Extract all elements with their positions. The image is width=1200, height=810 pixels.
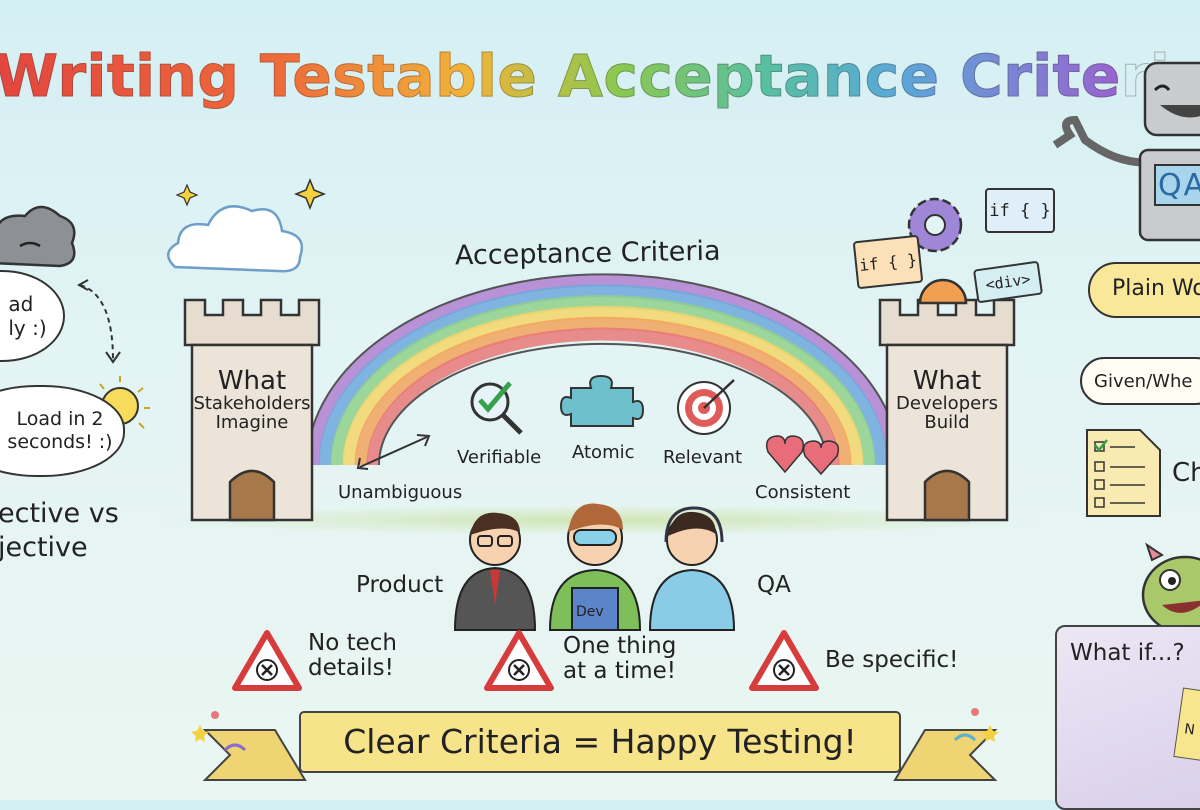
rainbow-band xyxy=(366,327,840,466)
rainbow-band xyxy=(354,316,852,466)
dream-cloud-icon xyxy=(167,177,327,273)
warning-1-line2: details! xyxy=(308,655,394,682)
warning-one-thing: One thing at a time! xyxy=(563,633,677,685)
left-tower-line1: What xyxy=(217,366,287,396)
rainbow-outline xyxy=(378,342,828,466)
quality-atomic: Atomic xyxy=(572,442,635,463)
bridge-label: Acceptance Criteria xyxy=(454,235,721,272)
storm-cloud-icon xyxy=(0,205,76,268)
quality-verifiable: Verifiable xyxy=(457,447,542,468)
qa-label: QA xyxy=(757,572,791,598)
monster-icon xyxy=(1141,542,1200,635)
dev-person xyxy=(548,503,642,631)
specific-text-line2: seconds! :) xyxy=(7,431,113,453)
right-tower-line2: Developers xyxy=(896,393,998,415)
given-when-pill: Given/Whe xyxy=(1080,357,1200,405)
left-tower-label: What Stakeholders Imagine xyxy=(182,366,322,434)
left-tower xyxy=(183,298,321,522)
product-label: Product xyxy=(356,572,444,598)
rainbow-band xyxy=(306,273,900,466)
right-tower xyxy=(878,298,1016,522)
team-illustration xyxy=(453,503,736,631)
robot-icon xyxy=(1052,61,1200,242)
warning-1-line1: No tech xyxy=(308,630,397,656)
magnifier-check-icon xyxy=(470,381,523,435)
banner-ribbon xyxy=(191,708,999,781)
dashed-arrow-icon xyxy=(76,279,121,364)
warning-icon xyxy=(232,630,302,691)
rainbow-band xyxy=(342,305,864,466)
product-person xyxy=(453,512,537,631)
warning-icon xyxy=(749,630,819,691)
rainbow-band xyxy=(330,295,876,466)
plain-words-bubble: Plain Wo xyxy=(1088,262,1200,318)
hearts-icon xyxy=(765,435,840,476)
orange-gear-icon xyxy=(918,278,968,305)
qa-person xyxy=(648,506,736,631)
what-if-label: What if...? xyxy=(1070,640,1185,666)
left-tower-line2: Stakeholders xyxy=(193,393,311,415)
rainbow-outline xyxy=(306,273,900,466)
quality-unambiguous: Unambiguous xyxy=(338,482,463,503)
specific-text-line1: Load in 2 xyxy=(16,408,104,431)
robot-badge: QA xyxy=(1158,168,1200,203)
page-title: Writing Testable Acceptance Criteria xyxy=(0,42,1200,111)
caption-line1: ective vs xyxy=(0,498,119,529)
puzzle-icon xyxy=(559,374,645,427)
vague-text-line2: ly :) xyxy=(8,316,47,340)
quality-consistent: Consistent xyxy=(755,482,851,503)
checklist-label: Ch xyxy=(1172,458,1200,488)
right-tower-label: What Developers Build xyxy=(877,366,1017,434)
checklist-icon xyxy=(1086,429,1161,517)
code-snippet-2: if { } xyxy=(852,234,924,290)
warning-2-line1: One thing xyxy=(563,633,677,659)
dev-label: Dev xyxy=(576,604,604,620)
double-arrow-icon xyxy=(356,434,431,470)
quality-relevant: Relevant xyxy=(663,447,742,468)
warning-no-tech-details: No tech details! xyxy=(308,630,397,682)
caption-line2: jective xyxy=(0,531,88,563)
target-icon xyxy=(677,379,735,435)
warning-2-line2: at a time! xyxy=(563,658,677,685)
vague-text-line1: ad xyxy=(8,292,34,316)
warning-icon xyxy=(484,630,554,691)
what-if-board xyxy=(1055,625,1200,810)
subjective-objective-caption: ective vs jective xyxy=(0,497,119,565)
banner-text: Clear Criteria = Happy Testing! xyxy=(343,722,857,761)
warning-be-specific: Be specific! xyxy=(825,647,959,673)
right-tower-line3: Build xyxy=(924,412,970,434)
rainbow-band xyxy=(318,284,888,466)
code-snippet-1: if { } xyxy=(985,188,1055,233)
right-tower-line1: What xyxy=(912,366,982,396)
left-tower-line3: Imagine xyxy=(215,412,289,434)
gear-icon xyxy=(907,197,963,253)
